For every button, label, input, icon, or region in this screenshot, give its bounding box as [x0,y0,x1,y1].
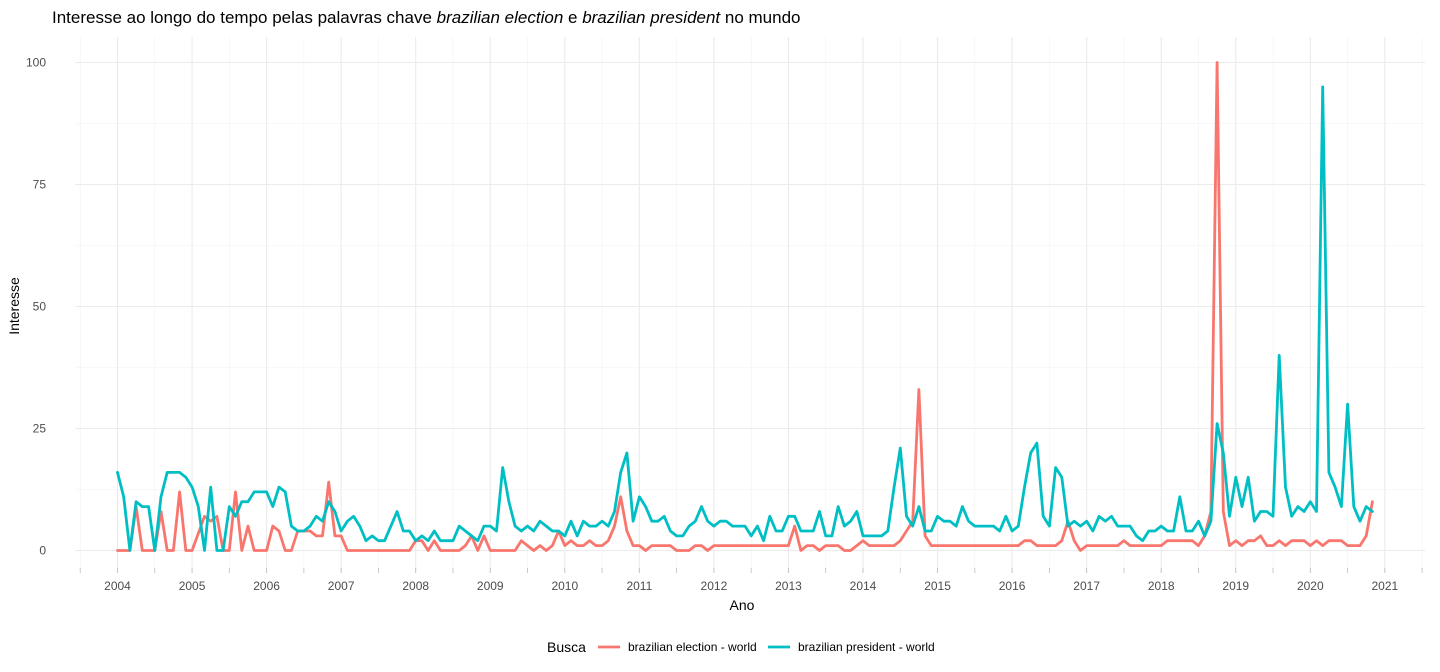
chart-title: Interesse ao longo do tempo pelas palavr… [52,8,801,27]
x-tick-label: 2013 [775,579,802,593]
title-part: e [563,8,582,27]
x-tick-label: 2012 [701,579,728,593]
x-axis-tick-marks [79,568,1423,573]
series-lines [116,61,1374,552]
legend-label-0: brazilian election - world [628,640,757,654]
x-tick-label: 2015 [924,579,951,593]
legend-label-1: brazilian president - world [798,640,935,654]
x-tick-label: 2019 [1222,579,1249,593]
y-tick-label: 0 [39,544,46,558]
x-tick-label: 2011 [626,579,652,593]
x-tick-label: 2008 [402,579,429,593]
x-tick-label: 2021 [1371,579,1398,593]
title-part: brazilian president [582,8,721,27]
legend: Busca brazilian election - world brazilia… [547,639,935,655]
x-tick-label: 2018 [1148,579,1175,593]
legend-title: Busca [547,639,586,655]
minor-gridlines [75,37,1425,573]
x-tick-label: 2006 [253,579,280,593]
y-tick-label: 100 [26,56,46,70]
y-tick-label: 50 [33,300,47,314]
x-tick-label: 2004 [104,579,131,593]
x-tick-label: 2010 [551,579,578,593]
series-line-1 [116,85,1374,552]
x-tick-label: 2007 [328,579,355,593]
title-part: no mundo [720,8,800,27]
y-axis-title: Interesse [6,277,22,335]
title-part: brazilian election [437,8,564,27]
x-tick-label: 2020 [1297,579,1324,593]
x-tick-label: 2017 [1073,579,1100,593]
x-axis-title: Ano [730,597,755,613]
x-tick-label: 2009 [477,579,504,593]
y-tick-label: 75 [33,178,47,192]
x-tick-label: 2014 [850,579,877,593]
x-axis-tick-labels: 2004 2005 2006 2007 2008 2009 2010 2011 2012 2013… [104,579,1398,593]
y-tick-label: 25 [33,422,47,436]
x-tick-label: 2005 [179,579,206,593]
title-part: Interesse ao longo do tempo pelas palavr… [52,8,437,27]
x-tick-label: 2016 [999,579,1026,593]
y-axis-tick-labels: 0 25 50 75 100 [26,56,46,558]
